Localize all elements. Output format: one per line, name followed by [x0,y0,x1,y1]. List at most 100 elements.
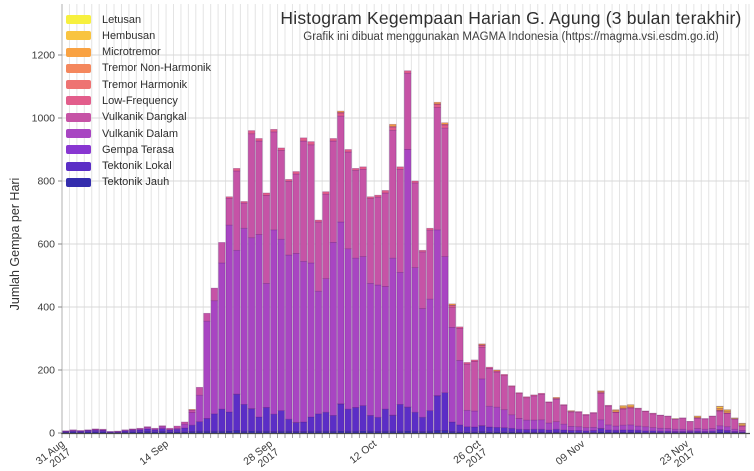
bar-segment-vulkanik-dangkal [500,375,508,411]
bar-segment-vulkanik-dangkal [418,251,427,309]
bar-segment-vulkanik-dangkal [359,168,367,257]
bar-segment-microtremor [337,110,345,113]
legend-item-gempa-terasa: Gempa Terasa [66,143,211,156]
bar-segment-vulkanik-dangkal [344,151,352,250]
bar-segment-hembusan [619,405,627,408]
bar-segment-vulkanik-dangkal [708,415,717,429]
y-tick-label: 1000 [32,113,56,125]
bar-segment-low-frequency [322,191,330,195]
bar-segment-microtremor [478,343,486,346]
bar-segment-vulkanik-dangkal [277,150,285,240]
bar-segment-vulkanik-dangkal [91,428,100,430]
legend-label: Tremor Non-Harmonik [102,62,212,75]
legend-item-vulkanik-dalam: Vulkanik Dalam [66,127,211,140]
bar-segment-vulkanik-dalam [560,423,568,431]
bar-segment-hembusan [627,404,635,407]
bar-segment-tektonik-lokal [456,424,464,433]
bar-segment-vulkanik-dalam [337,221,345,405]
axes [61,4,750,435]
bar-segment-tektonik-lokal [225,411,233,432]
bar-segment-vulkanik-dangkal [322,193,330,279]
bar-segment-vulkanik-dalam [225,224,233,413]
bar-segment-vulkanik-dalam [188,412,196,426]
bar-segment-tektonik-lokal [537,428,546,433]
bar-segment-vulkanik-dangkal [143,426,152,429]
bar-segment-vulkanik-dalam [545,422,553,431]
bar-segment-tektonik-lokal [567,430,575,433]
bar-segment-low-frequency [649,412,657,415]
bar-segment-vulkanik-dalam [508,414,516,429]
bar-segment-tektonik-lokal [597,428,605,433]
bar-segment-vulkanik-dangkal [582,414,590,428]
bar-segment-vulkanik-dangkal [485,368,494,407]
bar-segment-vulkanik-dangkal [411,182,419,268]
bar-segment-low-frequency [285,179,293,182]
bar-segment-low-frequency [225,196,233,199]
hembusan-swatch-icon [66,31,91,41]
bar-segment-tektonik-lokal [404,406,412,432]
gempa-terasa-swatch-icon [66,145,91,155]
bar-segment-low-frequency [641,410,650,412]
bar-segment-low-frequency [500,374,508,377]
bar-segment-vulkanik-dalam [627,424,635,431]
bar-segment-tektonik-lokal [188,424,196,432]
bar-segment-vulkanik-dalam [240,227,248,405]
legend-label: Vulkanik Dangkal [102,111,187,124]
bar-segment-tektonik-lokal [381,408,389,432]
x-tick-label: 28 Sep2017 [241,438,281,471]
legend-label: Low-Frequency [102,94,178,107]
bar-segment-vulkanik-dalam [485,405,494,428]
legend-item-tektonik-jauh: Tektonik Jauh [66,176,211,189]
bar-segment-vulkanik-dalam [299,260,308,423]
bar-segment-low-frequency [522,396,531,399]
bar-segment-vulkanik-dangkal [441,127,449,257]
series-hembusan [567,390,746,426]
bar-segment-tektonik-lokal [203,418,211,432]
bar-segment-vulkanik-dangkal [664,415,672,429]
bar-segment-tektonik-lokal [240,403,248,432]
bar-segment-vulkanik-dalam [537,419,546,430]
bar-segment-low-frequency [299,137,308,142]
bar-segment-vulkanik-dalam [641,426,650,432]
bar-segment-vulkanik-dalam [530,419,538,430]
bar-segment-vulkanik-dalam [478,378,486,426]
bar-segment-vulkanik-dalam [396,272,404,405]
bar-segment-tektonik-lokal [314,413,323,432]
bar-segment-vulkanik-dalam [307,262,315,418]
bar-segment-vulkanik-dangkal [166,427,174,430]
bar-segment-tektonik-lokal [143,428,152,432]
bar-segment-tektonik-lokal [233,393,241,431]
bar-segment-low-frequency [307,141,315,146]
bar-segment-vulkanik-dangkal [195,386,204,396]
bar-segment-hembusan [612,409,620,411]
legend: Letusan Hembusan Microtremor Tremor Non-Har… [66,13,211,192]
y-tick-label: 200 [37,365,55,377]
bar-segment-vulkanik-dalam [352,257,360,408]
x-ticks [61,434,747,438]
bar-segment-vulkanik-dangkal [366,198,375,284]
bar-segment-low-frequency [545,401,553,403]
bar-segment-vulkanik-dangkal [634,408,642,427]
bar-segment-vulkanik-dalam [441,256,449,394]
bar-segment-vulkanik-dangkal [671,418,679,430]
series-vulkanik-dangkal [62,72,746,432]
bar-segment-vulkanik-dangkal [136,427,144,430]
bar-segment-low-frequency [441,124,449,129]
bar-segment-low-frequency [485,366,494,369]
bar-segment-tektonik-lokal [582,430,590,433]
bar-segment-low-frequency [396,166,404,170]
bar-segment-low-frequency [404,70,412,74]
series-low-frequency [225,70,746,427]
bar-segment-vulkanik-dalam [567,426,575,431]
bar-segment-low-frequency [359,166,367,170]
bar-segment-vulkanik-dangkal [589,412,598,428]
bar-segment-low-frequency [589,412,598,414]
bar-segment-vulkanik-dangkal [404,72,412,150]
bar-segment-vulkanik-dalam [91,429,100,431]
bar-segment-vulkanik-dangkal [575,411,583,428]
bar-segment-vulkanik-dalam [270,229,278,415]
bar-segment-tektonik-lokal [247,408,256,432]
bar-segment-tektonik-lokal [210,413,218,432]
